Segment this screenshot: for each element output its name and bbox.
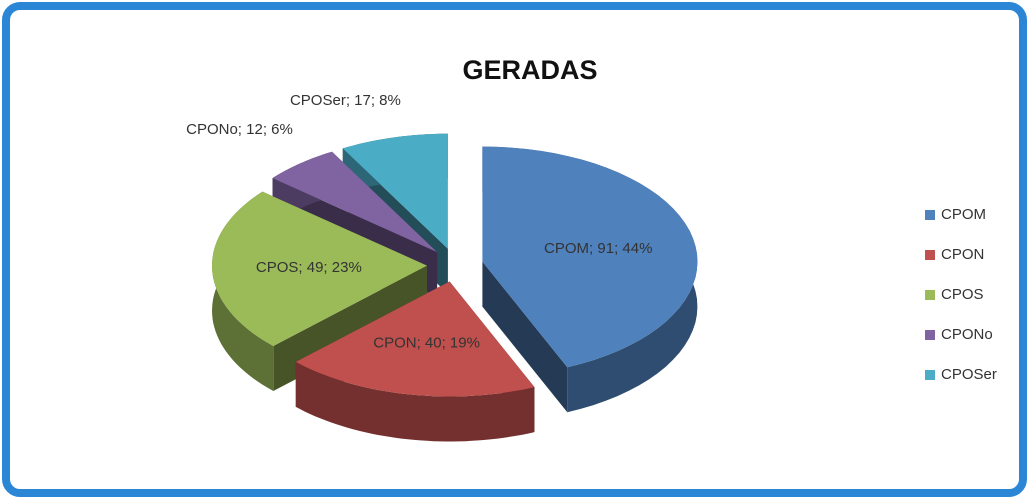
legend-swatch	[925, 250, 935, 260]
legend-label: CPOSer	[941, 366, 997, 383]
slice-top	[342, 133, 448, 249]
legend-swatch	[925, 370, 935, 380]
slice-top	[212, 191, 427, 346]
data-label: CPOM; 91; 44%	[544, 240, 652, 257]
legend-swatch	[925, 330, 935, 340]
slice-top	[482, 146, 698, 368]
pie-slice	[295, 281, 535, 442]
legend-label: CPOM	[941, 206, 986, 223]
slice-wall	[295, 361, 535, 442]
pie-slice	[482, 146, 698, 413]
data-label: CPOSer; 17; 8%	[290, 92, 401, 109]
legend-swatch	[925, 210, 935, 220]
data-label: CPOS; 49; 23%	[256, 259, 362, 276]
data-label: CPON; 40; 19%	[373, 334, 480, 351]
legend-label: CPONo	[941, 326, 993, 343]
legend-label: CPOS	[941, 286, 984, 303]
chart-title: GERADAS	[462, 55, 597, 85]
slice-top	[295, 281, 535, 397]
legend-label: CPON	[941, 246, 984, 263]
legend-swatch	[925, 290, 935, 300]
slice-side	[482, 261, 568, 413]
data-label: CPONo; 12; 6%	[186, 121, 293, 138]
slice-top	[272, 151, 438, 253]
